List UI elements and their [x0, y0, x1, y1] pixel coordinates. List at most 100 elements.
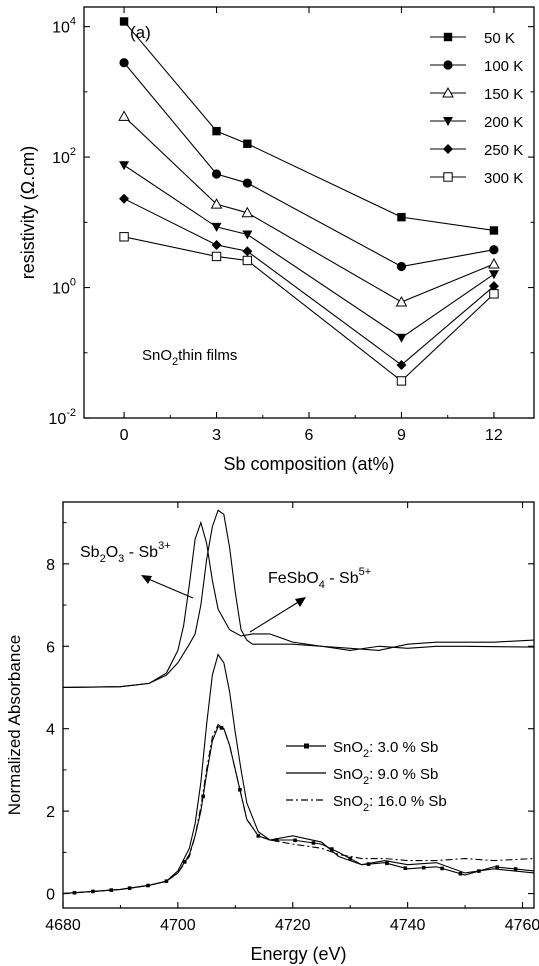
data-point: [293, 838, 297, 843]
legend-marker: [442, 86, 454, 98]
x-tick-label: 6: [305, 427, 314, 444]
x-tick-label: 3: [212, 427, 221, 444]
data-point: [201, 794, 205, 799]
resistivity-chart: 0 3 6 9 12 10-2 100 102 104 Sb composition (at%) r…: [18, 6, 535, 474]
y-tick-label: 102: [52, 146, 76, 167]
y-tick-label: 6: [46, 639, 55, 656]
series-line: [62, 520, 535, 689]
legend-label: SnO2: 9.0 % Sb: [333, 766, 438, 787]
data-point: [119, 232, 129, 242]
legend-label: 300 K: [484, 170, 523, 187]
data-point: [495, 865, 500, 869]
x-tick-label: 0: [120, 427, 129, 444]
annotation-sb2o3: Sb2O3 - Sb3+: [80, 540, 171, 565]
data-point: [489, 226, 499, 235]
x-tick-label: 4760: [505, 917, 539, 934]
y-tick-label: 4: [46, 722, 55, 739]
data-point: [211, 251, 222, 262]
panel-label: (a): [130, 23, 151, 42]
series-line: [123, 116, 495, 303]
legend-label: SnO2: 3.0 % Sb: [333, 739, 438, 760]
y-axis-label: resistivity (Ω.cm): [18, 146, 38, 279]
data-point: [242, 178, 252, 188]
data-point: [489, 289, 499, 299]
x-tick-label: 4720: [275, 917, 311, 934]
data-point: [440, 866, 444, 871]
data-point: [211, 169, 222, 179]
legend-label: 200 K: [484, 114, 523, 131]
x-tick-label: 4680: [45, 917, 81, 934]
data-point: [219, 726, 224, 730]
sample-annotation: SnO2thin films: [142, 347, 237, 368]
data-point: [311, 841, 316, 845]
x-axis-label: Energy (eV): [250, 944, 346, 964]
arrow-sb2o3-head: [141, 575, 152, 584]
data-point: [330, 847, 334, 851]
data-point: [242, 255, 253, 266]
data-point: [366, 862, 371, 866]
x-tick-label: 4700: [160, 917, 196, 934]
data-point: [242, 246, 253, 257]
data-point: [243, 139, 252, 148]
legend-label: 150 K: [484, 86, 523, 103]
data-point: [238, 787, 242, 792]
legend-label: SnO2: 16.0 % Sb: [333, 793, 447, 814]
data-point: [395, 295, 408, 307]
arrow-fesbo4-line: [249, 600, 301, 633]
series-line: [62, 723, 535, 895]
legend-marker: [304, 743, 309, 749]
series-line: [62, 653, 535, 895]
y-tick-label: 0: [46, 887, 55, 904]
data-point: [488, 257, 500, 269]
data-point: [242, 230, 253, 240]
series-line: [123, 21, 495, 232]
absorbance-chart: 4680 4700 4720 4740 4760 0 2 4 6 8 Energy (eV) Norm…: [5, 501, 539, 964]
data-point: [119, 17, 129, 26]
data-point: [396, 376, 407, 386]
data-point: [489, 245, 499, 255]
data-point: [403, 866, 408, 871]
legend-label: 250 K: [484, 142, 523, 159]
arrow-sb2o3-line: [145, 577, 194, 599]
data-point: [119, 193, 130, 204]
y-tick-label: 104: [52, 16, 76, 37]
y-tick-label: 100: [52, 277, 76, 298]
data-point: [513, 867, 518, 871]
x-tick-label: 4740: [390, 917, 426, 934]
data-point: [488, 270, 499, 280]
data-point: [488, 281, 499, 292]
legend-label: 50 K: [484, 30, 515, 47]
data-point: [210, 198, 223, 209]
x-axis-label: Sb composition (at%): [223, 454, 394, 474]
data-point: [241, 206, 254, 218]
data-point: [274, 838, 279, 842]
legend-marker: [443, 32, 453, 42]
legend-marker: [443, 172, 453, 182]
y-axis-label: Normalized Absorbance: [5, 635, 24, 815]
data-point: [211, 222, 222, 232]
data-point: [396, 359, 407, 370]
series-line: [123, 198, 495, 366]
series-line: [62, 509, 535, 689]
plot-frame: [62, 501, 535, 909]
legend-marker: [443, 60, 453, 70]
y-tick-label: 2: [46, 804, 55, 821]
legend-marker: [443, 144, 453, 154]
data-point: [118, 110, 130, 121]
arrow-fesbo4-head: [295, 597, 306, 607]
legend-label: 100 K: [484, 58, 523, 75]
data-point: [348, 856, 352, 861]
data-point: [212, 126, 221, 136]
x-tick-label: 9: [397, 427, 406, 444]
data-point: [397, 212, 406, 222]
annotation-fesbo4: FeSbO4 - Sb5+: [268, 566, 371, 591]
data-point: [396, 333, 407, 343]
x-tick-label: 12: [485, 427, 503, 444]
y-tick-label: 8: [46, 557, 55, 574]
data-point: [182, 860, 187, 864]
data-point: [396, 261, 407, 272]
data-point: [458, 871, 463, 876]
legend-marker: [443, 117, 453, 126]
series-line: [62, 725, 535, 895]
